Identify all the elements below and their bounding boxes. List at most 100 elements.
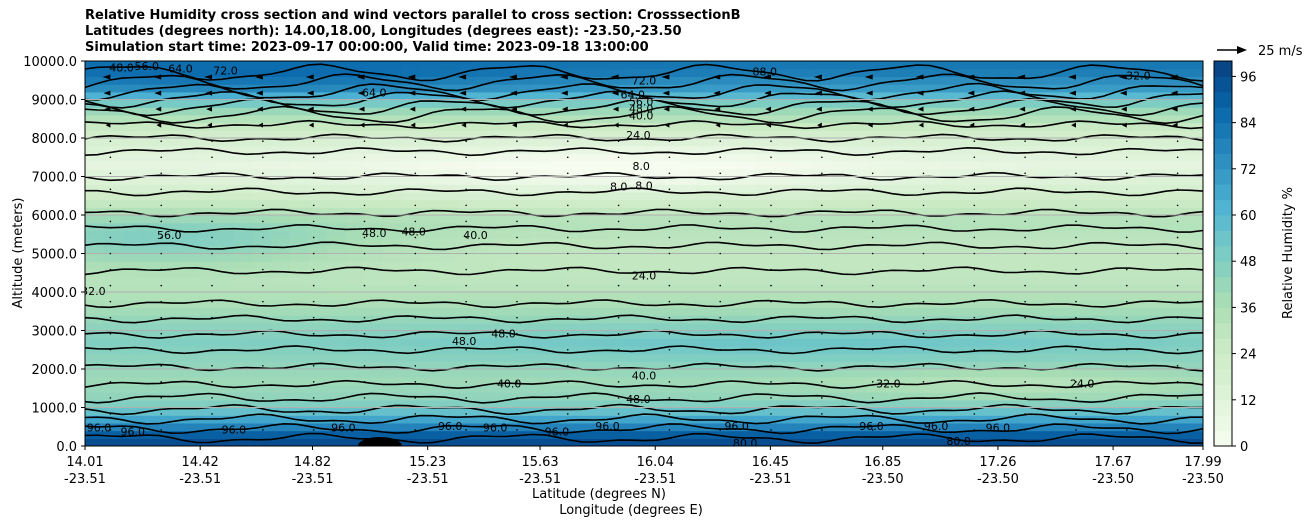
humidity-cell xyxy=(998,138,1018,147)
humidity-cell xyxy=(290,384,310,393)
humidity-cell xyxy=(755,384,775,393)
humidity-cell xyxy=(662,238,682,247)
wind-vector xyxy=(358,106,365,112)
humidity-cell xyxy=(923,138,943,147)
humidity-cell xyxy=(383,130,403,139)
humidity-cell xyxy=(923,84,943,93)
humidity-cell xyxy=(774,361,794,370)
humidity-cell xyxy=(681,284,701,293)
humidity-cell xyxy=(178,191,198,201)
humidity-cell xyxy=(1091,438,1111,446)
humidity-cell xyxy=(1147,215,1167,224)
humidity-cell xyxy=(420,361,440,370)
humidity-cell xyxy=(625,99,645,108)
wind-vector xyxy=(1125,364,1128,367)
humidity-cell xyxy=(159,299,179,308)
humidity-cell xyxy=(998,61,1018,70)
humidity-cell xyxy=(979,268,999,278)
humidity-cell xyxy=(308,215,328,224)
wind-vector xyxy=(414,252,417,255)
humidity-cell xyxy=(85,61,105,70)
humidity-cell xyxy=(979,415,999,424)
humidity-cell xyxy=(103,261,123,270)
humidity-cell xyxy=(886,130,906,139)
wind-vector xyxy=(160,156,163,159)
wind-vector xyxy=(109,284,112,287)
humidity-cell xyxy=(401,222,421,231)
humidity-cell xyxy=(867,330,887,339)
humidity-cell xyxy=(849,76,869,85)
humidity-cell xyxy=(886,369,906,378)
humidity-cell xyxy=(234,230,254,239)
humidity-cell xyxy=(159,415,179,424)
humidity-cell xyxy=(737,307,757,316)
humidity-cell xyxy=(215,122,235,131)
humidity-cell xyxy=(569,84,589,93)
humidity-cell xyxy=(159,99,179,108)
contour-line xyxy=(85,345,1203,355)
humidity-cell xyxy=(327,322,347,332)
humidity-cell xyxy=(290,261,310,270)
humidity-cell xyxy=(420,399,440,409)
humidity-cell xyxy=(401,215,421,224)
contour-line xyxy=(85,422,1203,435)
humidity-cell xyxy=(420,99,440,108)
humidity-cell xyxy=(383,345,403,355)
humidity-cell xyxy=(122,430,142,439)
humidity-cell xyxy=(588,138,608,147)
humidity-cell xyxy=(383,299,403,308)
humidity-cell xyxy=(476,245,496,255)
humidity-cell xyxy=(290,422,310,432)
humidity-cell xyxy=(494,384,515,393)
humidity-cell xyxy=(979,107,999,116)
humidity-cell xyxy=(1091,191,1111,201)
humidity-cell xyxy=(606,353,626,362)
wind-vector xyxy=(516,204,518,207)
humidity-cell xyxy=(215,61,235,70)
humidity-cell xyxy=(178,338,198,347)
humidity-cell xyxy=(774,138,794,147)
humidity-cell xyxy=(923,330,943,339)
humidity-cell xyxy=(140,199,161,208)
humidity-cell xyxy=(1184,91,1203,101)
humidity-cell xyxy=(774,107,794,116)
wind-vector xyxy=(414,204,417,207)
humidity-cell xyxy=(215,238,235,247)
humidity-cell xyxy=(159,168,179,178)
wind-vector xyxy=(1075,268,1077,271)
humidity-cell xyxy=(550,176,570,185)
humidity-cell xyxy=(1147,399,1167,409)
y-tick-label: 1000.0 xyxy=(32,402,78,417)
humidity-cell xyxy=(196,430,216,439)
humidity-cell xyxy=(774,292,794,301)
humidity-cell xyxy=(1128,207,1148,216)
humidity-cell xyxy=(718,399,738,409)
humidity-cell xyxy=(215,184,235,193)
humidity-cell xyxy=(755,438,775,446)
humidity-cell xyxy=(960,369,980,378)
humidity-cell xyxy=(718,322,738,332)
humidity-cell xyxy=(159,407,179,416)
humidity-cell xyxy=(290,253,310,262)
humidity-cell xyxy=(252,238,272,247)
humidity-cell xyxy=(811,330,831,339)
humidity-cell xyxy=(849,299,869,308)
humidity-cell xyxy=(532,361,552,370)
humidity-cell xyxy=(849,392,869,401)
humidity-cell xyxy=(178,438,198,446)
humidity-cell xyxy=(364,407,384,416)
wind-vector xyxy=(256,106,263,112)
humidity-cell xyxy=(103,345,123,355)
humidity-cell xyxy=(755,322,775,332)
humidity-cell xyxy=(644,184,664,193)
humidity-cell xyxy=(849,91,869,101)
humidity-cell xyxy=(793,199,813,208)
humidity-cell xyxy=(681,207,701,216)
humidity-cell xyxy=(196,422,216,432)
humidity-cell xyxy=(1091,99,1111,108)
humidity-cell xyxy=(774,145,794,154)
humidity-cell xyxy=(811,407,831,416)
humidity-cell xyxy=(588,222,608,231)
humidity-cell xyxy=(662,61,682,70)
humidity-cell xyxy=(718,61,738,70)
